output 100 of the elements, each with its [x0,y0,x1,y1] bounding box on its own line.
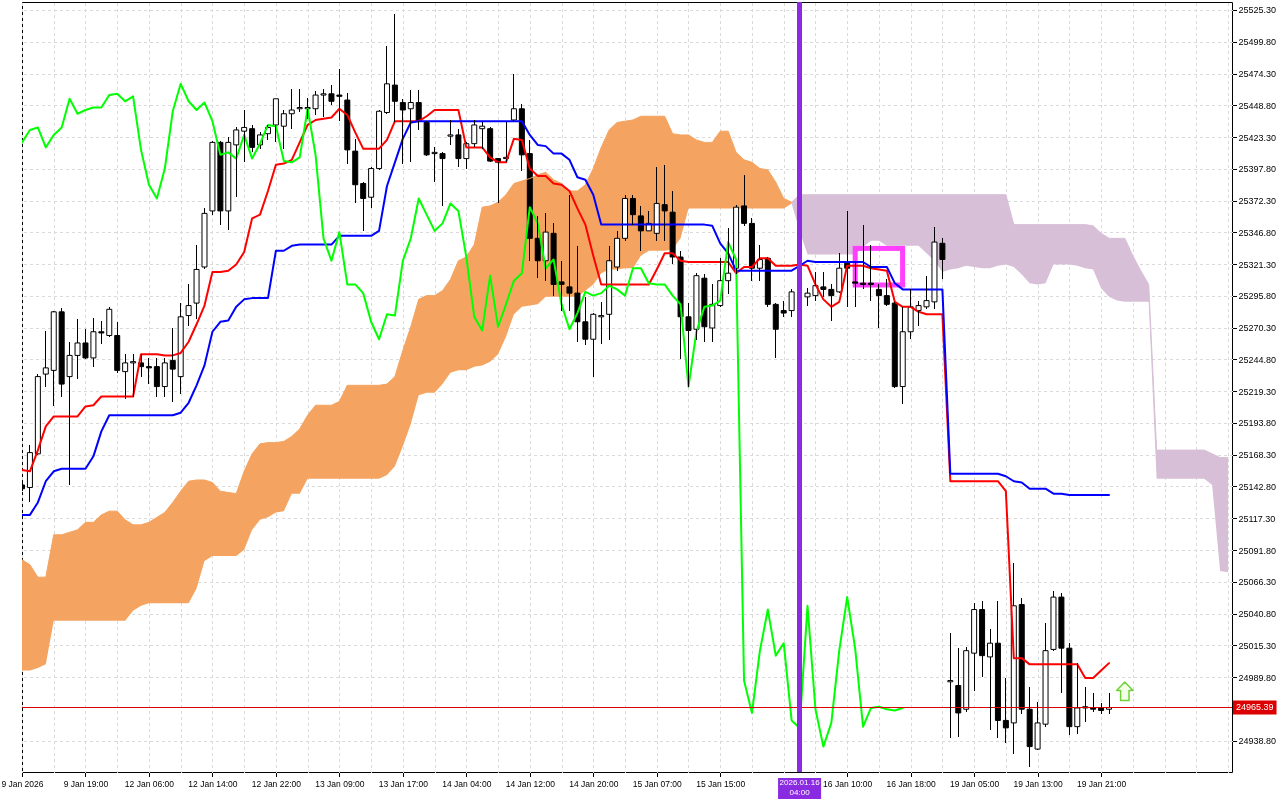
y-tick-label: 25219.30 [1238,386,1277,397]
candlestick [764,257,771,308]
candlestick [407,89,414,163]
candlestick [383,45,390,113]
x-tick-label: 19 Jan 05:00 [950,778,1000,789]
candlestick [510,73,517,121]
ref-line-label: 24965.39 [1236,702,1274,713]
candlestick [875,283,882,329]
x-tick-label: 9 Jan 2026 [1,778,44,789]
candlestick [1074,662,1081,735]
x-tick-label: 16 Jan 18:00 [886,778,936,789]
y-tick-label: 25474.30 [1238,69,1277,80]
candlestick [201,207,208,270]
candlestick [122,353,129,400]
x-tick-label: 15 Jan 15:00 [696,778,746,789]
candlestick [994,600,1001,739]
candlestick [487,128,494,162]
x-tick-label: 12 Jan 06:00 [124,778,175,789]
candlestick [241,109,248,163]
candlestick [947,632,954,739]
candlestick [376,110,383,170]
y-tick-label: 25091.80 [1238,545,1277,556]
x-tick-label: 19 Jan 13:00 [1013,778,1063,789]
x-tick-label: 14 Jan 04:00 [442,778,492,789]
candlestick [106,306,113,336]
candlestick [883,278,890,305]
y-tick-label: 25321.30 [1238,259,1277,270]
candlestick [169,327,176,403]
candlestick [153,357,160,398]
candlestick [1002,677,1009,744]
candlestick [971,602,978,692]
x-tick-label: 9 Jan 19:00 [63,778,109,789]
candlestick [479,121,486,150]
y-tick-label: 25142.80 [1238,481,1277,492]
candlestick [34,373,41,455]
x-tick-label: 13 Jan 09:00 [315,778,365,789]
y-tick-label: 25193.80 [1238,418,1277,429]
candlestick [852,260,859,308]
candlestick [653,166,660,242]
y-tick-label: 25015.30 [1238,640,1277,651]
candlestick [891,302,898,388]
x-tick-label: 14 Jan 12:00 [505,778,556,789]
candlestick [114,321,121,374]
x-tick-label: 12 Jan 14:00 [188,778,238,789]
candlestick [741,174,748,227]
candlestick [987,628,993,731]
candlestick [368,168,375,209]
candlestick [598,301,605,345]
candlestick [352,138,359,204]
candlestick [360,183,367,232]
candlestick [963,646,970,713]
y-tick-label: 25295.80 [1238,291,1277,302]
candlestick [185,283,192,327]
candlestick [399,98,406,165]
candlestick [1018,597,1025,715]
y-tick-label: 25066.30 [1238,577,1277,588]
candlestick [661,164,668,242]
candlestick [233,126,240,198]
candlestick [614,230,621,272]
candlestick [161,357,168,398]
candlestick [772,303,779,359]
candlestick [391,13,398,123]
x-tick-label: 16 Jan 10:00 [823,778,873,789]
candlestick [622,194,629,242]
candlestick [50,311,57,407]
candlestick [590,313,597,378]
y-tick-label: 25525.30 [1238,5,1277,16]
candlestick [669,190,676,265]
candlestick [42,330,49,388]
candlestick [130,353,137,398]
candlestick [836,252,843,293]
x-tick-label: 19 Jan 21:00 [1077,778,1127,789]
x-tick-label: 2026.01.16 04:00 [779,778,821,797]
candlestick [979,600,986,678]
y-tick-label: 24989.80 [1238,672,1277,683]
x-tick-label: 12 Jan 22:00 [251,778,302,789]
y-tick-label: 25117.30 [1238,513,1276,524]
candlestick [756,244,763,282]
candlestick [725,227,732,295]
y-tick-label: 25040.80 [1238,609,1277,620]
x-tick-label: 13 Jan 17:00 [378,778,429,789]
candlestick [344,92,351,165]
y-tick-label: 25244.80 [1238,354,1277,365]
candlestick [249,124,256,153]
y-tick-label: 25372.30 [1238,196,1277,207]
y-tick-label: 25270.30 [1238,323,1277,334]
candlestick [534,215,541,279]
candlestick [899,306,906,405]
x-tick-label: 14 Jan 20:00 [569,778,619,789]
y-tick-label: 25346.80 [1238,227,1277,238]
candlestick [955,647,962,738]
candlestick [177,302,184,395]
candlestick [145,357,152,385]
candlestick [558,260,565,312]
y-tick-label: 25499.80 [1238,37,1277,48]
candlestick [193,244,200,320]
candlestick [288,88,295,130]
y-tick-label: 25168.30 [1238,450,1277,461]
y-tick-label: 24938.80 [1238,736,1277,747]
y-tick-label: 25423.30 [1238,132,1277,143]
